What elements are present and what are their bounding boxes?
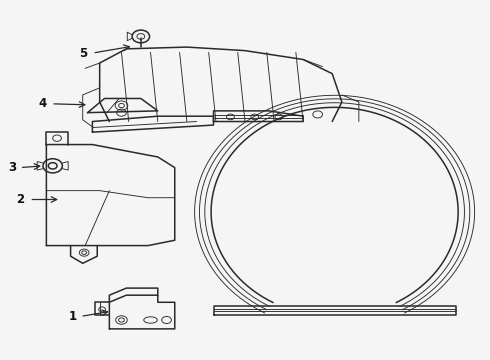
Text: 3: 3 — [8, 161, 16, 174]
Text: 2: 2 — [17, 193, 24, 206]
Text: 5: 5 — [79, 46, 88, 60]
Text: 4: 4 — [38, 97, 47, 110]
Text: 1: 1 — [68, 310, 76, 323]
